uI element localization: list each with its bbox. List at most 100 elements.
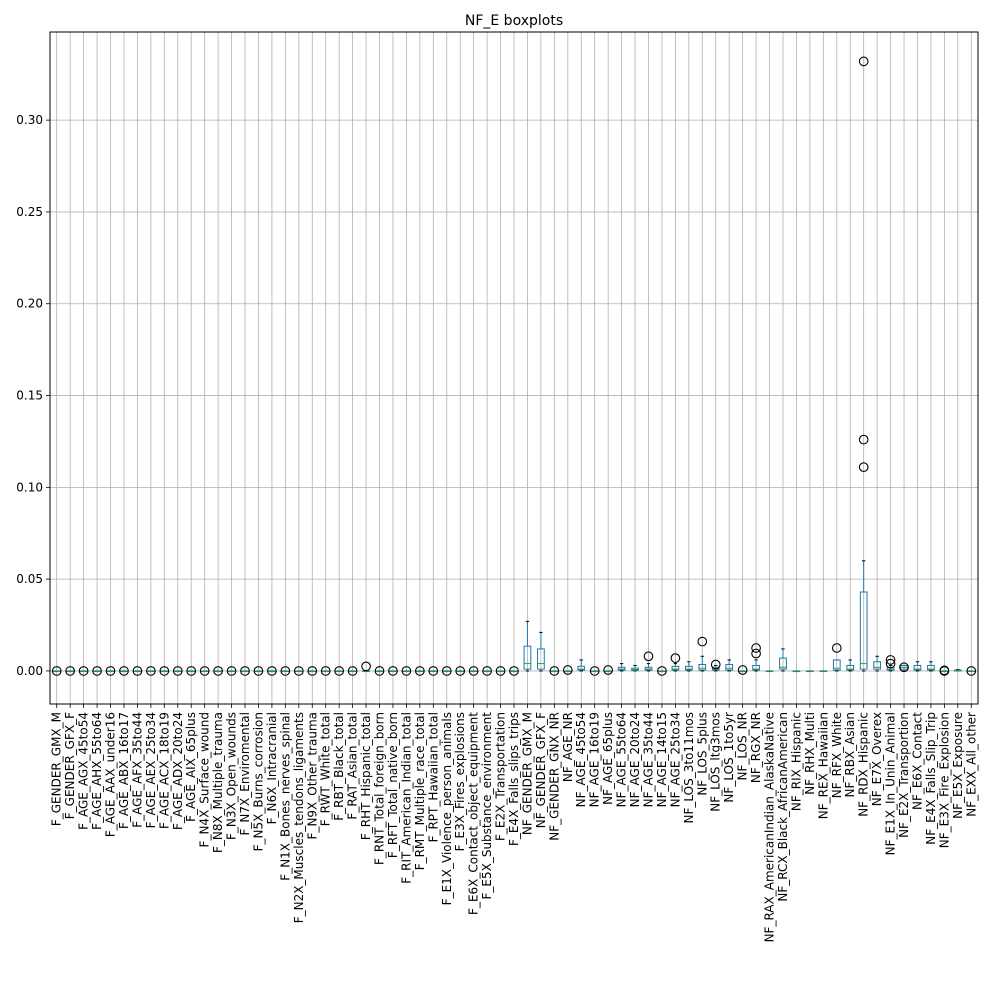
x-tick-label: NF_E3X_Fire_Explosion	[937, 712, 951, 848]
box-f-n9x-other-trauma	[307, 666, 318, 676]
box-nf-age-45to54	[577, 659, 586, 672]
box-nf-rgx-nr	[751, 643, 761, 672]
x-tick-label: NF_LOS_3to11mos	[682, 712, 696, 823]
outlier-point	[307, 666, 318, 676]
box-iqr	[927, 664, 935, 671]
box-nf-e5x-exposure	[953, 668, 962, 672]
box-iqr	[779, 657, 787, 670]
box-series	[51, 56, 977, 676]
x-tick-label: NF_E2X_Transportion	[897, 712, 911, 838]
y-tick-label: 0.30	[16, 113, 43, 127]
box-f-n1x-bones-nerves-spinal	[280, 666, 291, 676]
box-nf-rcx-black-africanamerican	[779, 648, 787, 672]
box-f-n3x-open-wounds	[226, 666, 237, 676]
outlier-point	[78, 666, 89, 676]
box-f-e2x-transportation	[495, 666, 506, 676]
x-tick-label: F_RAT_Asian_total	[346, 712, 360, 820]
x-tick-label: F_E2X_Transportation	[494, 712, 508, 841]
box-f-rwt-white-total	[320, 666, 331, 676]
box-nf-e1x-in-unin-animal	[885, 655, 896, 672]
box-nf-age-nr	[562, 665, 573, 675]
outlier-point	[146, 666, 156, 676]
x-tick-label: NF_LOS_ltg3mos	[709, 712, 723, 812]
outlier-point	[885, 658, 896, 669]
box-f-n5x-burns-corrosion	[253, 666, 264, 676]
box-nf-e7x-overex	[873, 655, 881, 672]
box-nf-age-25to34	[670, 653, 681, 672]
outlier-point	[697, 636, 708, 647]
box-nf-exx-all-other	[966, 666, 977, 676]
outlier-point	[966, 666, 977, 676]
box-f-age-afx-35to44	[132, 666, 143, 676]
x-tick-label: NF_LOS_1to5yr	[722, 712, 736, 803]
box-f-rnt-total-foreign-born	[374, 666, 385, 676]
box-nf-e3x-fire-explosion	[939, 665, 950, 676]
box-nf-los-ltg3mos	[710, 659, 721, 672]
outlier-point	[549, 666, 560, 676]
box-f-rpt-hawaiian-total	[428, 666, 439, 676]
box-iqr	[832, 659, 841, 671]
x-tick-label: F_E1X_Violence_person_animals	[440, 712, 454, 905]
x-tick-label: NF_RFX_White	[830, 712, 844, 798]
outlier-point	[751, 648, 761, 659]
outlier-point	[643, 651, 654, 662]
outlier-point	[939, 665, 950, 676]
outlier-point	[119, 666, 129, 676]
box-f-age-aix-65plus	[186, 666, 197, 676]
box-f-e4x-falls-slips-trips	[509, 666, 519, 676]
box-f-gender-gmx-m	[51, 666, 62, 676]
outlier-point	[737, 665, 748, 675]
x-tick-label: F_RNT_Total_foreign_born	[373, 712, 387, 865]
box-f-age-aax-under16	[105, 666, 116, 676]
box-iqr	[577, 665, 586, 671]
outlier-point	[280, 666, 291, 676]
box-nf-age-35to44	[643, 651, 654, 672]
x-tick-label: NF_AGE_25to34	[668, 712, 682, 807]
grid-lines	[50, 32, 978, 704]
box-f-n6x-intracranial	[267, 666, 277, 676]
x-tick-label: F_RMT_Multiple_race_total	[413, 712, 427, 870]
x-tick-label: NF_AGE_16to19	[588, 712, 602, 807]
x-tick-label: F_N2X_Muscles_tendons_ligaments	[292, 712, 306, 923]
x-tick-label: F_N4X_Surface_wound	[198, 712, 212, 847]
outlier-point	[240, 666, 250, 676]
outlier-point	[509, 666, 519, 676]
x-tick-label: F_N3X_Open_wounds	[225, 712, 239, 840]
box-nf-age-16to19	[589, 666, 600, 676]
outlier-point	[468, 666, 479, 676]
outlier-point	[213, 666, 223, 676]
box-f-n4x-surface-wound	[199, 666, 210, 676]
x-tick-label: F_AGE_AIX_65plus	[184, 712, 198, 822]
x-tick-label: NF_AGE_65plus	[601, 712, 615, 805]
outlier-point	[186, 666, 197, 676]
outlier-point	[415, 666, 425, 676]
box-f-n2x-muscles-tendons-ligaments	[293, 666, 304, 676]
x-tick-label: NF_RHX_Multi	[803, 712, 817, 795]
box-iqr	[671, 665, 680, 671]
box-iqr	[523, 645, 532, 670]
x-tick-label: NF_GENDER_GNX_NR	[547, 712, 561, 841]
box-f-rbt-black-total	[334, 666, 345, 676]
box-f-n8x-multiple-trauma	[213, 666, 223, 676]
box-f-age-adx-20to24	[172, 666, 183, 676]
x-tick-label: NF_RAX_AmericanIndian_AlaskaNative	[763, 712, 777, 942]
x-tick-label: F_AGE_AGX_45to54	[77, 712, 91, 830]
x-tick-label: F_AGE_ADX_20to24	[171, 712, 185, 830]
x-tick-label: F_N5X_Burns_corrosion	[251, 712, 265, 851]
outlier-point	[361, 661, 371, 672]
outlier-point	[710, 659, 721, 670]
x-tick-label: F_E4X_Falls_slips_trips	[507, 712, 521, 846]
outlier-point	[589, 666, 600, 676]
box-f-n7x-enviromental	[240, 666, 250, 676]
outlier-point	[92, 666, 102, 676]
outlier-point	[455, 666, 466, 676]
x-tick-label: NF_E4X_Falls_Slip_Trip	[924, 712, 938, 845]
x-tick-label: NF_RDX_Hispanic	[857, 712, 871, 817]
x-tick-label: F_GENDER_GMX_M	[50, 712, 64, 826]
box-iqr	[725, 664, 734, 671]
x-tick-label: NF_AGE_55to64	[615, 712, 629, 807]
outlier-point	[374, 666, 385, 676]
box-iqr	[873, 661, 881, 670]
outlier-point	[320, 666, 331, 676]
box-f-e3x-fires-explosions	[455, 666, 466, 676]
